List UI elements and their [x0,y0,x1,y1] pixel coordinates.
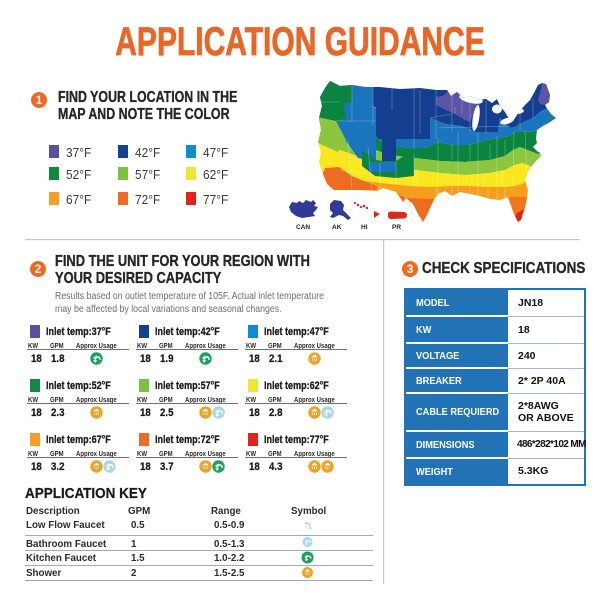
svg-text:HI: HI [361,224,368,231]
svg-text:CAN: CAN [296,224,310,231]
svg-text:AK: AK [332,224,342,231]
svg-text:PR: PR [392,224,401,231]
